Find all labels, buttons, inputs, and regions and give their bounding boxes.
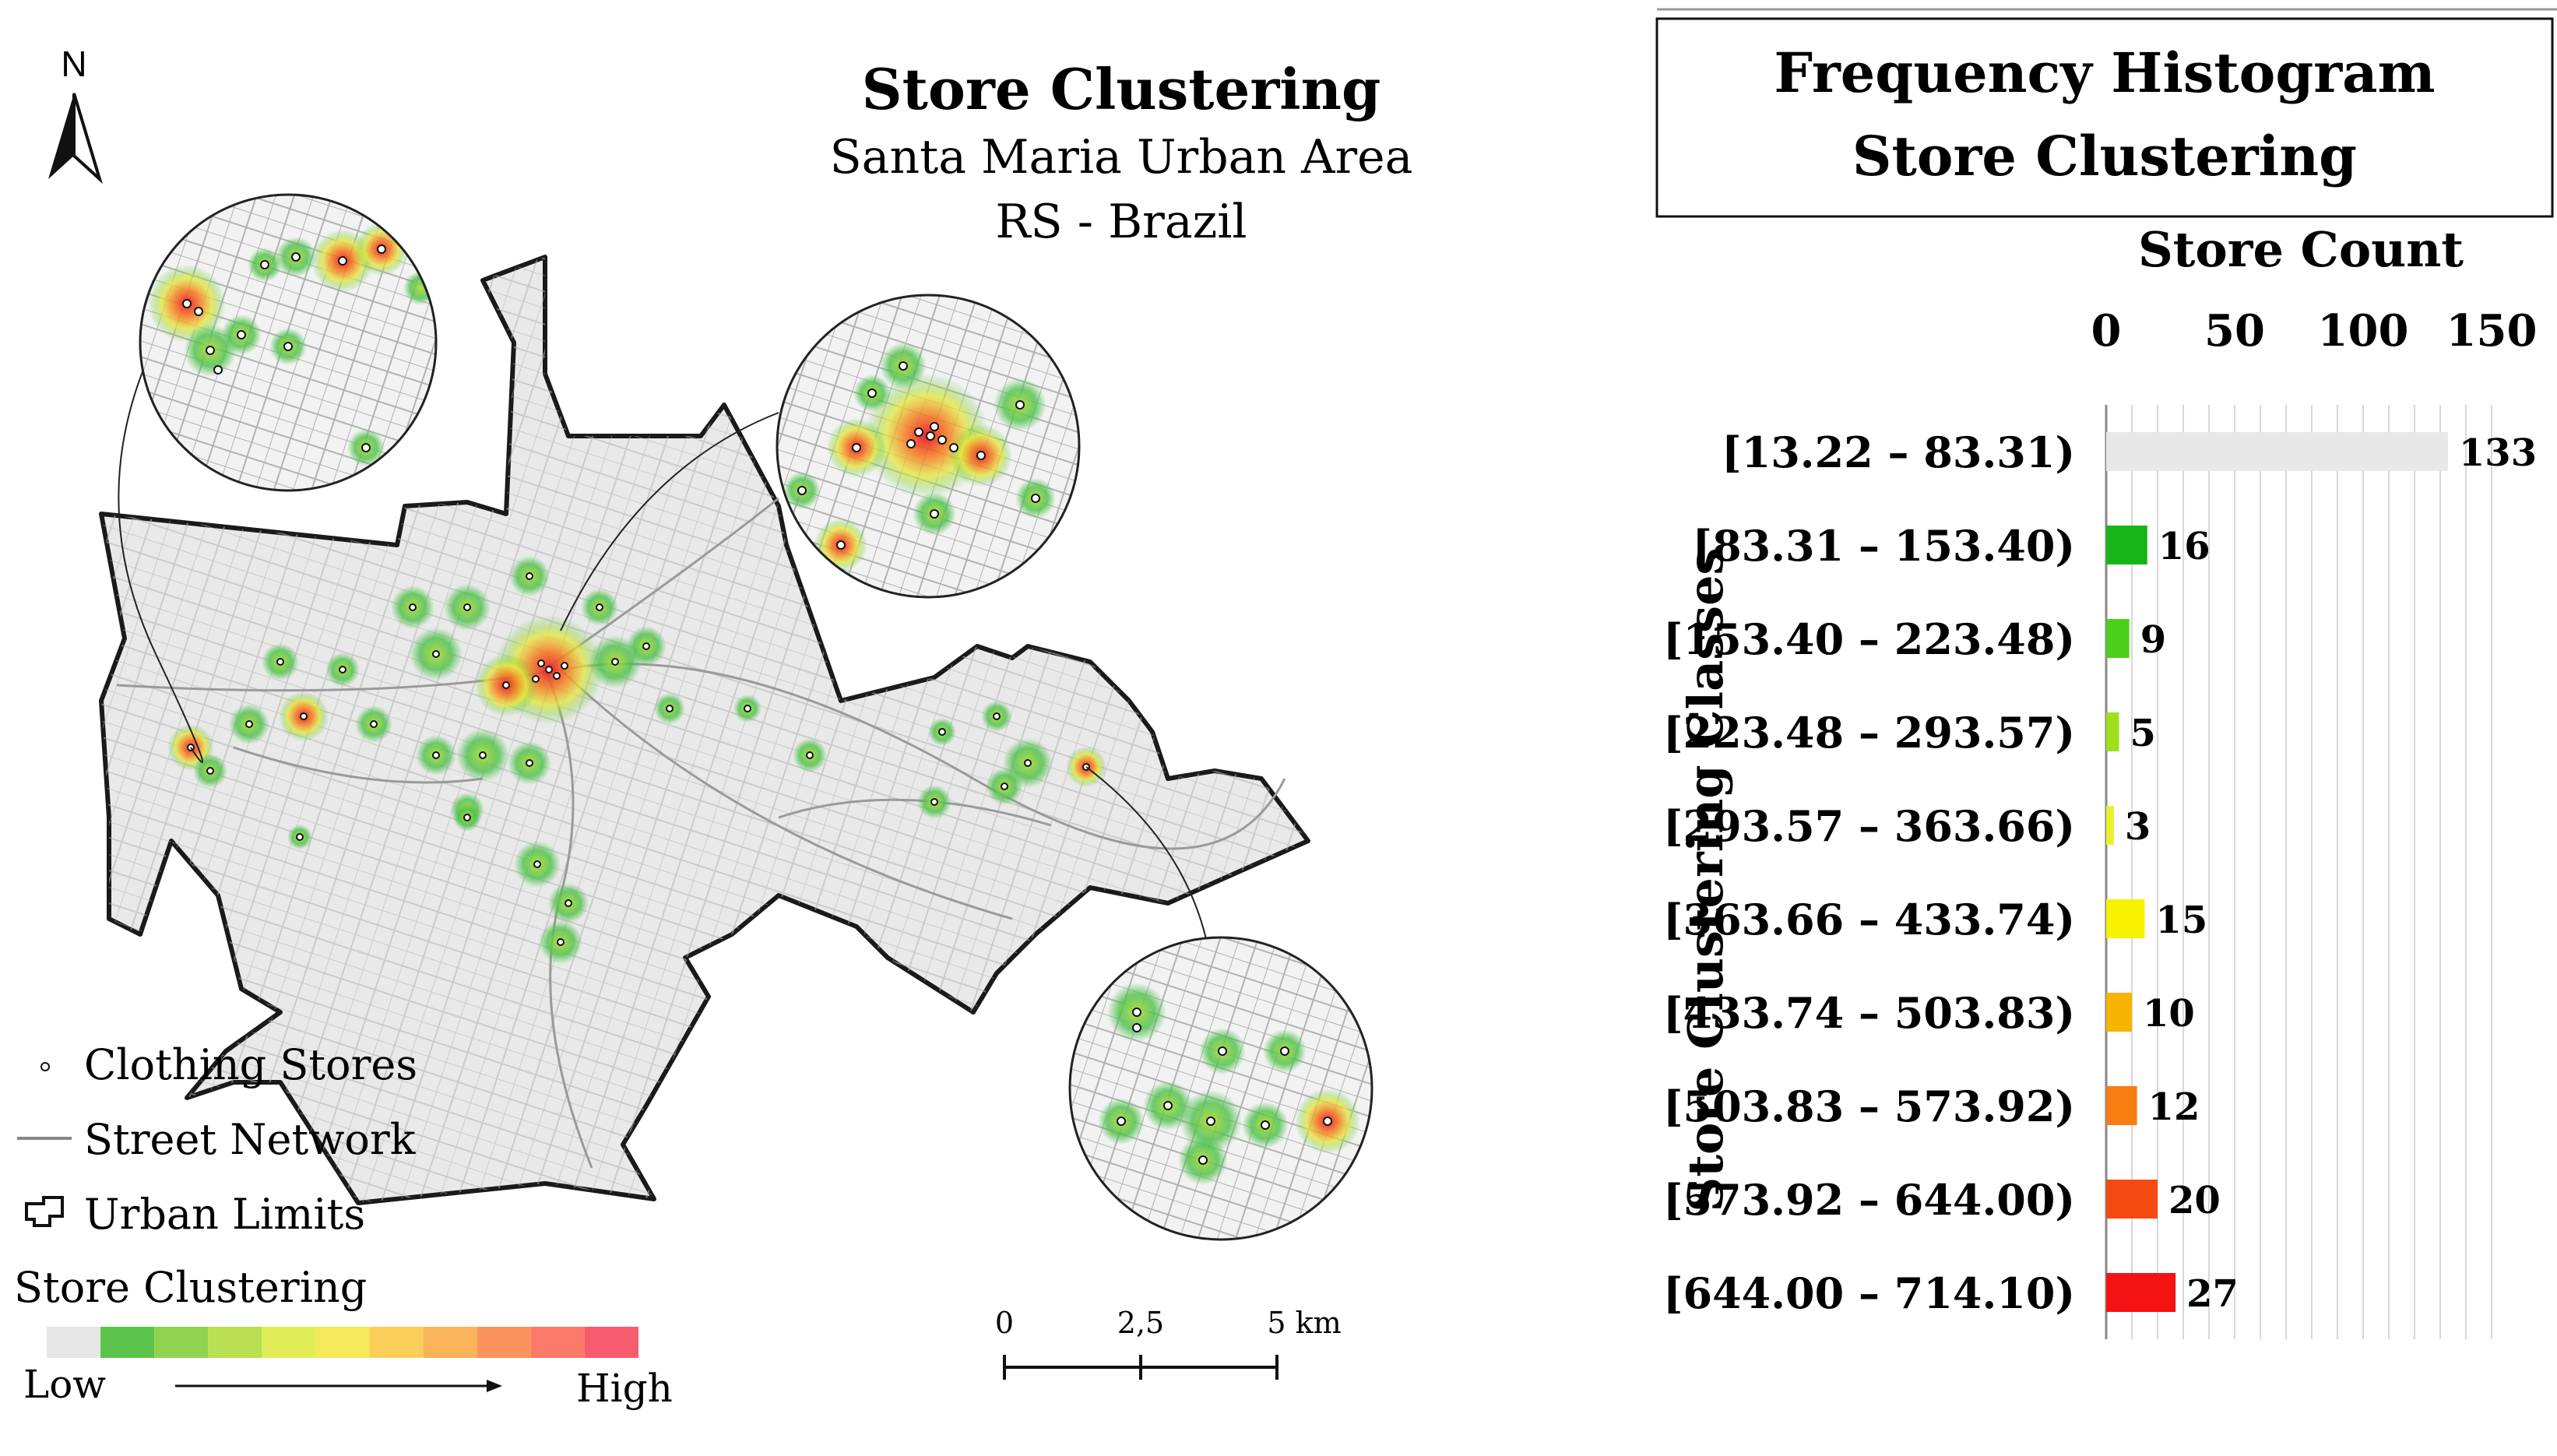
scale-label-mid: 2,5 bbox=[1117, 1306, 1164, 1340]
histogram-category-labels: [13.22 – 83.31) [83.31 – 153.40) [153.40 –… bbox=[1663, 427, 2075, 1318]
inset-map-center bbox=[776, 294, 1081, 599]
bar-value-label: 9 bbox=[2140, 618, 2166, 662]
street-network-texture bbox=[101, 257, 1308, 1203]
ramp-swatch bbox=[477, 1327, 531, 1358]
ramp-swatch bbox=[208, 1327, 262, 1358]
north-label: N bbox=[61, 44, 86, 84]
histogram-x-ticks: 0 50 100 150 bbox=[2091, 305, 2538, 357]
ramp-swatch bbox=[369, 1327, 424, 1358]
histogram-bar bbox=[2106, 1180, 2158, 1219]
bar-value-label: 133 bbox=[2459, 431, 2537, 475]
legend-ramp-title: Store Clustering bbox=[14, 1263, 367, 1312]
histogram-title-line1: Frequency Histogram bbox=[1774, 40, 2435, 105]
bar-value-label: 3 bbox=[2125, 805, 2151, 849]
ramp-swatch bbox=[262, 1327, 316, 1358]
histogram-bar bbox=[2106, 993, 2132, 1032]
legend-low-label: Low bbox=[23, 1362, 106, 1407]
y-axis-title: Store Clustering Classes bbox=[1677, 548, 1734, 1212]
bar-value-label: 20 bbox=[2168, 1179, 2221, 1222]
histogram-bar bbox=[2106, 899, 2145, 938]
inset-map-west bbox=[139, 193, 438, 492]
legend-stores-label: Clothing Stores bbox=[84, 1040, 417, 1089]
category-label: [433.74 – 503.83) bbox=[1663, 988, 2075, 1038]
legend-limits-label: Urban Limits bbox=[84, 1190, 365, 1239]
category-label: [13.22 – 83.31) bbox=[1722, 427, 2075, 477]
x-axis-title: Store Count bbox=[2138, 221, 2464, 278]
histogram-title-line2: Store Clustering bbox=[1852, 124, 2357, 188]
bar-value-label: 5 bbox=[2130, 712, 2156, 755]
map-title: Store Clustering bbox=[862, 56, 1381, 122]
category-label: [573.92 – 644.00) bbox=[1663, 1175, 2075, 1225]
x-tick-label: 50 bbox=[2204, 305, 2265, 357]
x-tick-label: 150 bbox=[2446, 305, 2538, 357]
north-arrow: N bbox=[48, 44, 103, 185]
map-subtitle-area: Santa Maria Urban Area bbox=[830, 130, 1413, 185]
bar-value-label: 10 bbox=[2143, 992, 2195, 1036]
ramp-swatch bbox=[530, 1327, 585, 1358]
histogram-title-box bbox=[1655, 17, 2554, 218]
category-label: [363.66 – 433.74) bbox=[1663, 895, 2075, 944]
bar-value-label: 27 bbox=[2186, 1272, 2239, 1316]
histogram-value-labels: 133 16 9 5 3 15 10 12 20 27 bbox=[2125, 431, 2537, 1316]
urban-limits-icon bbox=[25, 1196, 64, 1227]
map-panel: N Store Clustering Santa Maria Urban Are… bbox=[14, 44, 1412, 1411]
histogram-bar bbox=[2106, 1086, 2137, 1125]
inset-connectors bbox=[118, 357, 1208, 943]
ramp-swatch bbox=[315, 1327, 370, 1358]
category-label: [503.83 – 573.92) bbox=[1663, 1081, 2075, 1131]
x-tick-label: 100 bbox=[2318, 305, 2409, 357]
x-tick-label: 0 bbox=[2091, 305, 2122, 357]
ramp-swatch bbox=[47, 1327, 101, 1358]
ramp-swatch bbox=[100, 1327, 155, 1358]
scale-bar: 0 2,5 5 km bbox=[995, 1306, 1342, 1380]
ramp-swatch bbox=[584, 1327, 638, 1358]
north-arrow-icon bbox=[48, 93, 74, 179]
histogram-bar bbox=[2106, 712, 2119, 751]
legend-streets-label: Street Network bbox=[84, 1115, 417, 1164]
clothing-store-points bbox=[187, 572, 1090, 946]
ramp-arrow-icon bbox=[487, 1380, 502, 1392]
category-label: [644.00 – 714.10) bbox=[1663, 1268, 2075, 1318]
histogram-bar bbox=[2106, 619, 2130, 658]
inset-map-east bbox=[1068, 936, 1373, 1241]
category-label: [153.40 – 223.48) bbox=[1663, 614, 2075, 664]
map-legend: Clothing Stores Street Network Urban Lim… bbox=[14, 1040, 673, 1411]
store-point-icon bbox=[40, 1062, 50, 1071]
color-ramp bbox=[47, 1327, 638, 1358]
ramp-swatch bbox=[423, 1327, 477, 1358]
bar-value-label: 12 bbox=[2148, 1085, 2200, 1129]
scale-label-0: 0 bbox=[995, 1306, 1014, 1340]
histogram-bar bbox=[2106, 526, 2147, 564]
histogram-bars bbox=[2106, 432, 2448, 1312]
map-subtitle-region: RS - Brazil bbox=[995, 195, 1247, 249]
bar-value-label: 16 bbox=[2158, 525, 2211, 568]
histogram-panel: Frequency Histogram Store Clustering Sto… bbox=[1655, 8, 2557, 1339]
bar-value-label: 15 bbox=[2156, 899, 2208, 942]
histogram-bar bbox=[2106, 806, 2114, 845]
category-label: [83.31 – 153.40) bbox=[1693, 521, 2075, 571]
histogram-bar bbox=[2106, 1273, 2176, 1312]
legend-high-label: High bbox=[576, 1366, 673, 1411]
category-label: [223.48 – 293.57) bbox=[1663, 708, 2075, 758]
scale-label-end: 5 km bbox=[1267, 1306, 1341, 1340]
category-label: [293.57 – 363.66) bbox=[1663, 801, 2075, 851]
histogram-bar bbox=[2106, 432, 2448, 471]
ramp-swatch bbox=[154, 1327, 209, 1358]
